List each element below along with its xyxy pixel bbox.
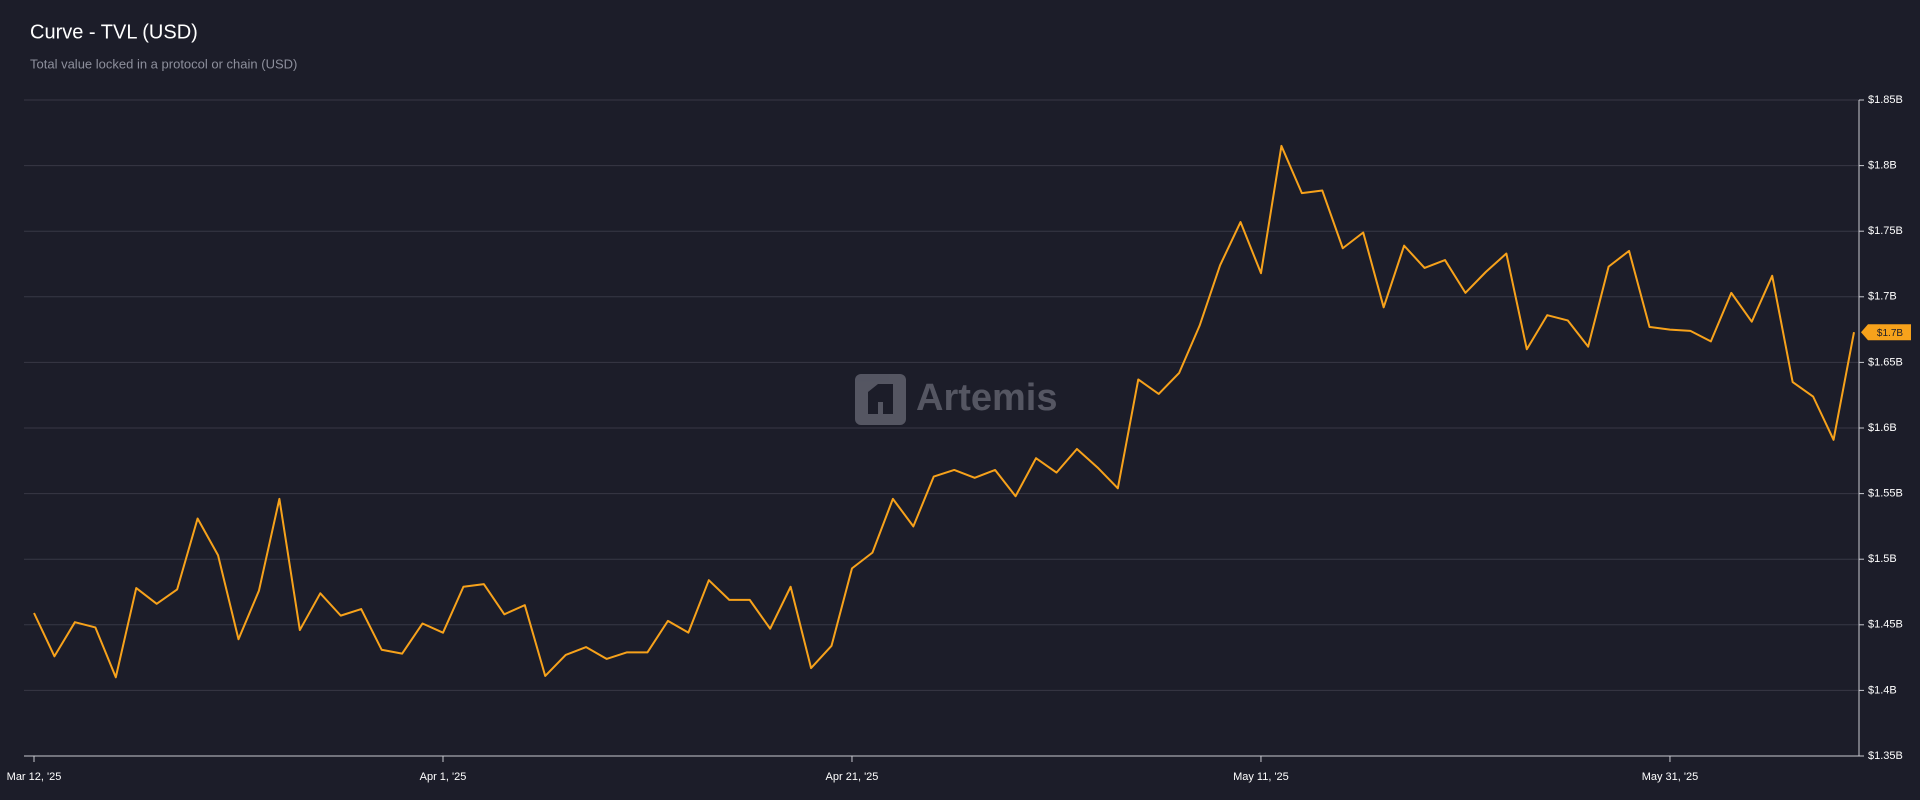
y-tick-label: $1.7B	[1868, 291, 1897, 303]
y-tick-label: $1.45B	[1868, 619, 1903, 631]
last-value-marker	[1861, 324, 1911, 341]
x-tick-label: Mar 12, '25	[7, 771, 62, 783]
y-tick-label: $1.75B	[1868, 225, 1903, 237]
watermark-icon	[855, 374, 906, 425]
line-series	[33, 144, 1855, 679]
y-tick-label: $1.4B	[1868, 684, 1897, 696]
x-tick-label: May 11, '25	[1233, 771, 1289, 783]
y-tick-label: $1.5B	[1868, 553, 1897, 565]
watermark-glyph	[868, 384, 893, 414]
chart-subtitle: Total value locked in a protocol or chai…	[30, 56, 297, 71]
y-tick-label: $1.85B	[1868, 94, 1903, 106]
chart-title: Curve - TVL (USD)	[30, 21, 198, 43]
y-tick-label: $1.35B	[1868, 750, 1903, 762]
x-tick-label: Apr 1, '25	[420, 771, 467, 783]
watermark: Artemis	[916, 377, 1058, 419]
x-tick-label: Apr 21, '25	[826, 771, 879, 783]
last-value-label: $1.7B	[1877, 328, 1903, 339]
y-tick-label: $1.8B	[1868, 160, 1897, 172]
last-value-tag: $1.7B	[1861, 324, 1911, 341]
y-tick-label: $1.65B	[1868, 356, 1903, 368]
y-tick-label: $1.6B	[1868, 422, 1897, 434]
x-tick-label: May 31, '25	[1642, 771, 1699, 783]
y-tick-label: $1.55B	[1868, 488, 1903, 500]
watermark-group: Artemis	[855, 374, 1058, 425]
